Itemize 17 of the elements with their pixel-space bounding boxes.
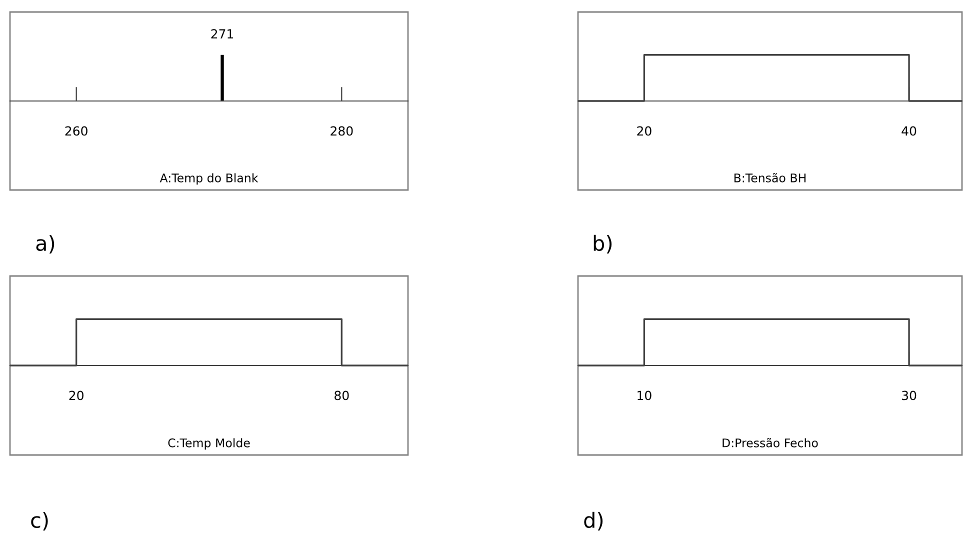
text: c) [31, 512, 48, 530]
x-tick-label: 20 [637, 126, 652, 136]
x-axis-title: C:Temp Molde [168, 438, 250, 450]
text: d) [584, 512, 603, 530]
x-tick-label: 260 [65, 126, 88, 136]
x-tick-label: 40 [902, 126, 916, 136]
x-axis-title: B:Tensão BH [734, 173, 806, 182]
x-axis-title: A:Temp do Blank [160, 173, 258, 185]
x-tick-label: 20 [69, 390, 84, 400]
annotation: 271 [211, 29, 234, 38]
text: b) [594, 234, 612, 254]
x-tick-label: 80 [334, 390, 349, 400]
x-axis-title: D:Pressão Fecho [722, 438, 818, 448]
x-tick-label: 30 [902, 390, 916, 400]
x-tick-label: 10 [638, 390, 652, 400]
text: a) [36, 234, 54, 254]
x-tick-label: 280 [330, 126, 353, 136]
